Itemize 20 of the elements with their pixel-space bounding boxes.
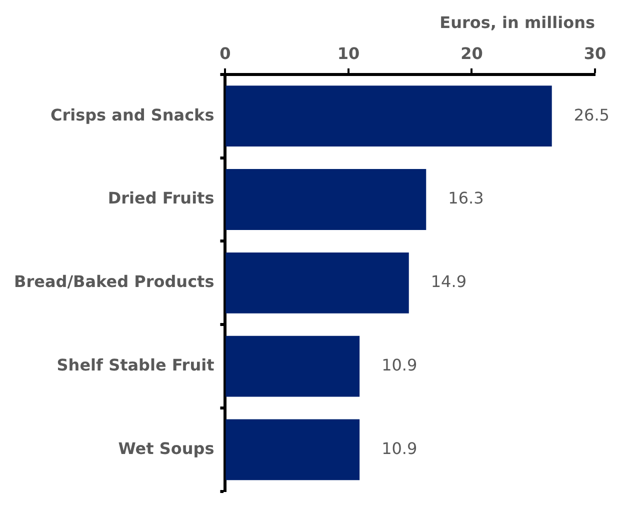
bar <box>226 419 360 480</box>
data-label: 10.9 <box>382 438 418 458</box>
y-tick-label: Dried Fruits <box>108 188 214 208</box>
y-tick-label: Bread/Baked Products <box>14 272 214 292</box>
y-tick-label: Shelf Stable Fruit <box>56 355 215 374</box>
bar <box>226 336 360 397</box>
bar <box>226 169 426 230</box>
bar <box>226 86 552 147</box>
data-label: 16.3 <box>448 188 484 208</box>
x-axis-title: Euros, in millions <box>440 12 595 32</box>
x-tick-label: 0 <box>220 44 231 63</box>
data-label: 10.9 <box>382 355 418 374</box>
y-tick-label: Crisps and Snacks <box>50 105 214 124</box>
bar <box>226 252 409 314</box>
x-tick-label: 10 <box>337 44 360 63</box>
data-label: 14.9 <box>430 272 466 292</box>
x-tick-label: 20 <box>460 44 483 63</box>
data-label: 26.5 <box>574 105 610 124</box>
y-tick-label: Wet Soups <box>118 438 214 458</box>
x-tick-label: 30 <box>584 44 606 63</box>
